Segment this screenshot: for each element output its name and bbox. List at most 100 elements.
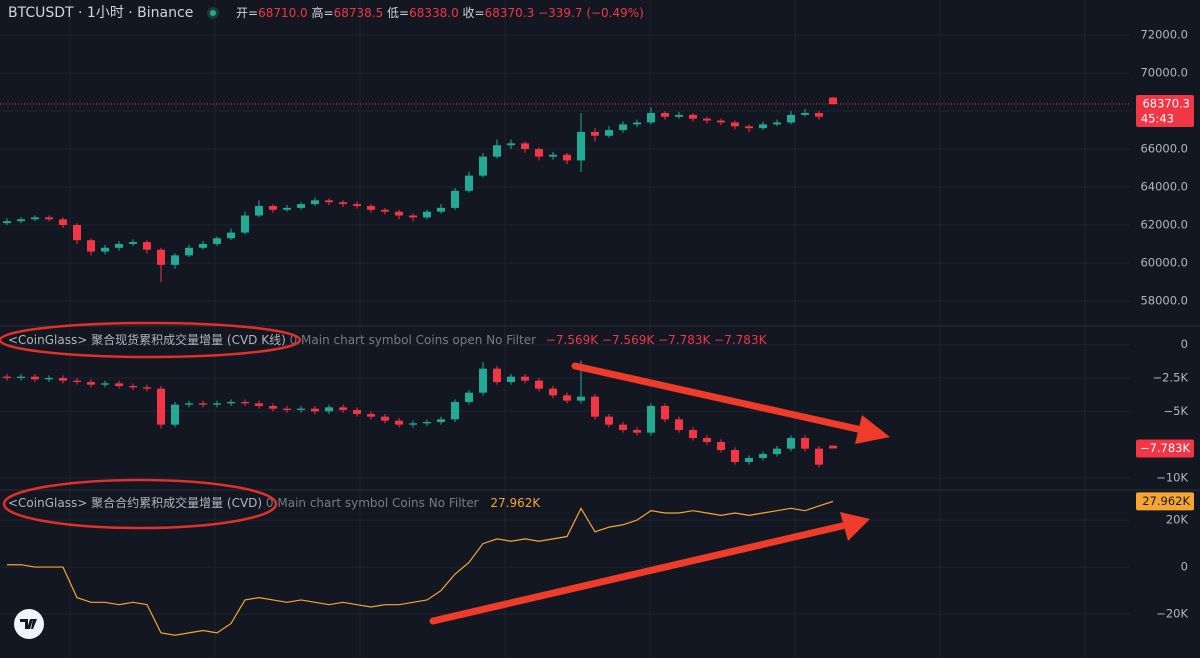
ohlc-name: 低= bbox=[387, 6, 409, 20]
indicator-header: <CoinGlass> 聚合合约累积成交量增量 (CVD) 0 Main cha… bbox=[8, 495, 541, 510]
ohlc-value: 68370.3 bbox=[485, 6, 535, 20]
candle-body bbox=[759, 124, 767, 129]
candle-body bbox=[479, 368, 487, 393]
candle-body bbox=[31, 376, 39, 380]
candle-body bbox=[101, 383, 109, 385]
y-tick-label: 72000.0 bbox=[1140, 28, 1188, 42]
candle-body bbox=[17, 376, 25, 378]
price-badge-label: 68370.3 bbox=[1142, 97, 1190, 111]
candle-body bbox=[241, 402, 249, 404]
candle-body bbox=[115, 243, 123, 248]
candle-body bbox=[255, 403, 263, 406]
ohlc-legend: 开=68710.0 高=68738.5 低=68338.0 收=68370.3 … bbox=[236, 5, 644, 20]
indicator-value: −7.569K bbox=[546, 333, 599, 347]
candle-body bbox=[339, 202, 347, 205]
change-pct: (−0.49%) bbox=[586, 6, 644, 20]
candle-body bbox=[465, 392, 473, 402]
indicator-settings: 0 Main chart symbol Coins No Filter bbox=[266, 496, 479, 510]
candle-body bbox=[255, 206, 263, 216]
candle-body bbox=[409, 423, 417, 425]
candle-body bbox=[87, 240, 95, 252]
candle-body bbox=[591, 131, 599, 136]
indicator-header: <CoinGlass> 聚合现货累积成交量增量 (CVD K线) 0 Main … bbox=[8, 332, 768, 347]
indicator-title: <CoinGlass> 聚合现货累积成交量增量 (CVD K线) bbox=[8, 332, 286, 347]
candle-body bbox=[717, 442, 725, 450]
candle-body bbox=[647, 112, 655, 123]
candle-body bbox=[563, 154, 571, 161]
price-badge-label: −7.783K bbox=[1140, 441, 1191, 455]
ohlc-name: 开= bbox=[236, 6, 258, 20]
ohlc-name: 高= bbox=[312, 5, 334, 20]
candle-body bbox=[661, 406, 669, 420]
status-dot bbox=[210, 10, 216, 16]
y-tick-label: −5K bbox=[1164, 404, 1189, 418]
candle-body bbox=[171, 255, 179, 265]
candle-body bbox=[465, 175, 473, 191]
change: −339.7 bbox=[538, 6, 582, 20]
y-tick-label: 58000.0 bbox=[1140, 293, 1188, 307]
candle-body bbox=[591, 396, 599, 417]
indicator-value: −7.569K bbox=[602, 333, 655, 347]
y-tick-label: 20K bbox=[1166, 513, 1189, 527]
candle-body bbox=[745, 126, 753, 129]
ohlc-value: 68738.5 bbox=[334, 6, 384, 20]
candle-body bbox=[689, 114, 697, 119]
candle-body bbox=[633, 430, 641, 433]
candle-body bbox=[577, 396, 585, 401]
candle-body bbox=[773, 448, 781, 454]
highlight-ellipse bbox=[2, 478, 278, 530]
symbol: BTCUSDT · 1小时 · Binance bbox=[8, 5, 193, 21]
candle-body bbox=[367, 206, 375, 210]
arrows bbox=[429, 362, 890, 625]
plot-area: 58000.060000.062000.064000.066000.068000… bbox=[0, 28, 1194, 636]
candle-body bbox=[269, 206, 277, 210]
candle-body bbox=[45, 378, 53, 380]
candle-body bbox=[213, 238, 221, 244]
y-tick-label: 0 bbox=[1181, 337, 1188, 351]
candle-body bbox=[479, 156, 487, 176]
candle-body bbox=[381, 416, 389, 421]
candle-body bbox=[549, 388, 557, 396]
candle-body bbox=[521, 376, 529, 381]
candle-body bbox=[241, 215, 249, 233]
candle-body bbox=[367, 414, 375, 417]
ohlc-value: 68338.0 bbox=[409, 6, 459, 20]
candle-body bbox=[493, 368, 501, 382]
candle-body bbox=[619, 424, 627, 430]
candle-body bbox=[227, 402, 235, 404]
candle-body bbox=[605, 416, 613, 425]
candle-body bbox=[157, 388, 165, 425]
candle-body bbox=[297, 204, 305, 208]
candle-body bbox=[717, 120, 725, 123]
candle-body bbox=[185, 403, 193, 405]
candle-body bbox=[395, 420, 403, 425]
y-tick-label: −20K bbox=[1156, 607, 1188, 621]
candle-body bbox=[759, 454, 767, 458]
candle-body bbox=[87, 382, 95, 385]
highlight-ellipse bbox=[0, 321, 302, 359]
y-tick-label: 64000.0 bbox=[1140, 180, 1188, 194]
candle-body bbox=[157, 249, 165, 265]
indicator-value: 27.962K bbox=[490, 496, 541, 510]
candle-body bbox=[283, 408, 291, 410]
candle-body bbox=[829, 97, 837, 105]
candle-body bbox=[395, 211, 403, 216]
candle-body bbox=[437, 419, 445, 422]
candle-body bbox=[661, 112, 669, 117]
candle-body bbox=[605, 130, 613, 136]
arrow-down bbox=[571, 362, 866, 434]
candle-body bbox=[675, 419, 683, 430]
candle-body bbox=[199, 243, 207, 248]
candle-body bbox=[535, 149, 543, 157]
candle-body bbox=[745, 458, 753, 462]
y-tick-label: 62000.0 bbox=[1140, 217, 1188, 231]
candle-body bbox=[689, 430, 697, 438]
candle-body bbox=[801, 438, 809, 449]
candle-body bbox=[633, 122, 641, 125]
candle-body bbox=[563, 395, 571, 401]
logo-mark bbox=[20, 619, 37, 629]
candle-body bbox=[115, 383, 123, 386]
